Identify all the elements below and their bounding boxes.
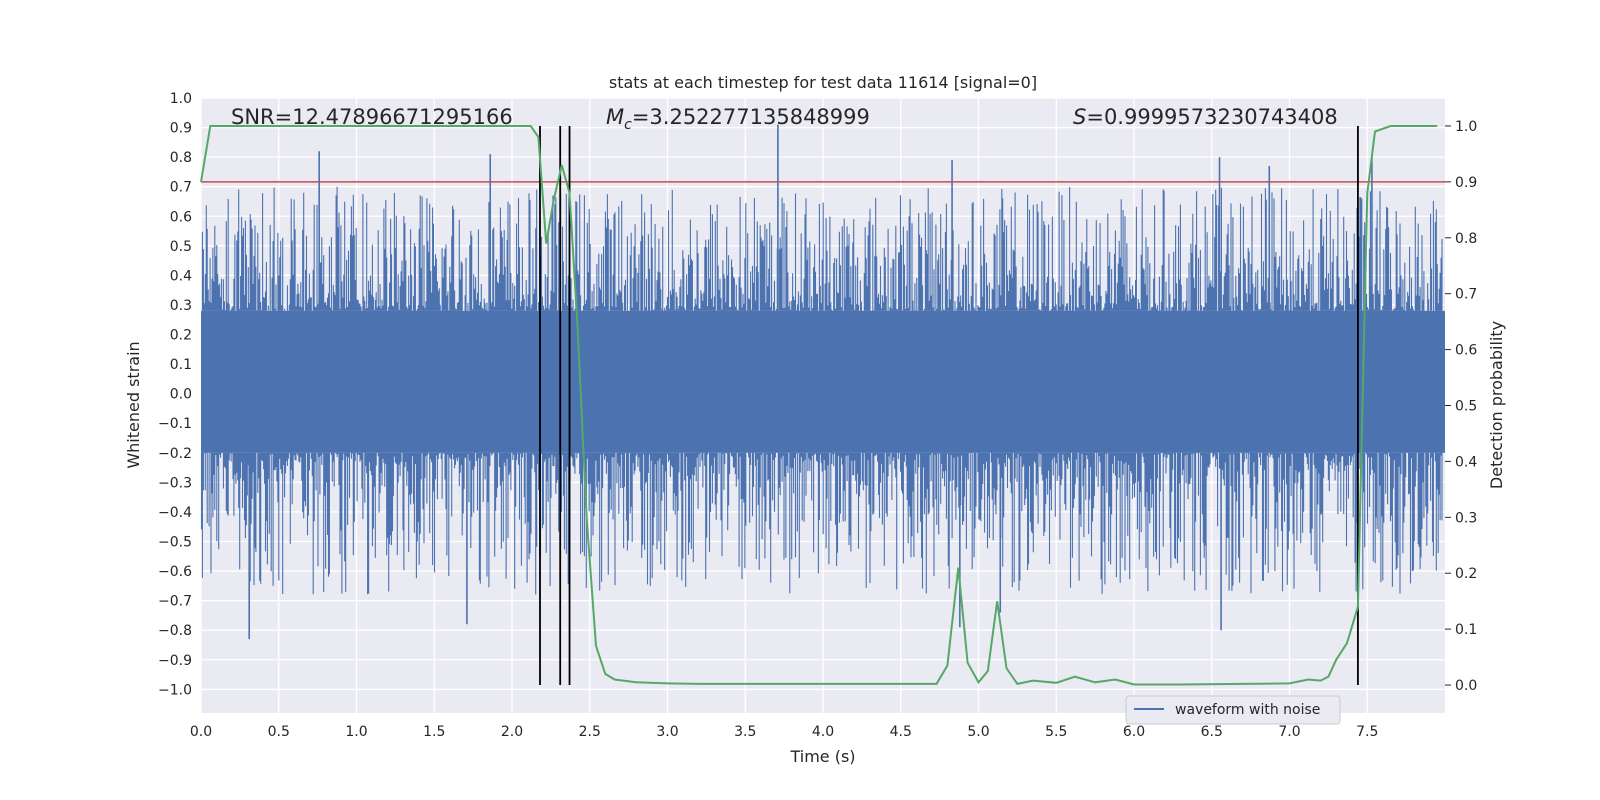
y-tick-label: −0.3 xyxy=(158,475,192,491)
legend-box xyxy=(1125,695,1341,725)
y-tick-label: 0.5 xyxy=(170,239,192,255)
x-axis-label: Time (s) xyxy=(789,747,855,766)
y-tick-label: 0.9 xyxy=(170,121,192,137)
y2-tick-label: 0.4 xyxy=(1455,454,1477,470)
y-tick-label: 0.7 xyxy=(170,180,192,196)
y2-axis-label: Detection probability xyxy=(1487,321,1506,489)
x-tick-label: 6.5 xyxy=(1201,724,1223,740)
x-tick-label: 6.0 xyxy=(1123,724,1145,740)
chirp-mass-symbol: M xyxy=(606,105,624,129)
y-tick-label: 1.0 xyxy=(170,91,192,107)
waveform-series xyxy=(200,124,1445,640)
y-axis-label: Whitened strain xyxy=(124,341,143,468)
x-tick-label: 2.0 xyxy=(501,724,523,740)
y2-tick-labels: 1.0 0.9 0.8 0.7 0.6 0.5 0.4 0.3 0.2 0.1 0.0 xyxy=(1445,119,1477,694)
x-tick-label: 5.0 xyxy=(967,724,989,740)
y2-tick-label: 0.0 xyxy=(1455,678,1477,694)
y2-tick-label: 0.8 xyxy=(1455,231,1477,247)
y-tick-label: −0.8 xyxy=(158,623,192,639)
y2-tick-label: 0.1 xyxy=(1455,622,1477,638)
y-tick-label: −0.6 xyxy=(158,564,192,580)
y-tick-label: −0.9 xyxy=(158,653,192,669)
s-symbol: S xyxy=(1073,105,1086,129)
y-tick-label: 0.2 xyxy=(170,328,192,344)
probability-series xyxy=(200,125,1438,686)
x-tick-label: 0.5 xyxy=(268,724,290,740)
y-tick-label: −0.2 xyxy=(158,446,192,462)
s-value: =0.9999573230743408 xyxy=(1086,105,1337,129)
x-tick-label: 7.0 xyxy=(1278,724,1300,740)
x-tick-label: 3.0 xyxy=(656,724,678,740)
x-tick-label: 5.5 xyxy=(1045,724,1067,740)
chirp-mass-value: =3.252277135848999 xyxy=(632,105,870,129)
y2-tick-label: 0.3 xyxy=(1455,510,1477,526)
y-tick-label: 0.1 xyxy=(170,357,192,373)
y-tick-label: −0.1 xyxy=(158,416,192,432)
y-tick-label: 0.3 xyxy=(170,298,192,314)
y-tick-label: 0.8 xyxy=(170,150,192,166)
x-tick-label: 1.0 xyxy=(345,724,367,740)
x-tick-label: 1.5 xyxy=(423,724,445,740)
x-tick-label: 4.0 xyxy=(812,724,834,740)
y-tick-label: −0.7 xyxy=(158,594,192,610)
y-tick-label: 0.0 xyxy=(170,387,192,403)
snr-annotation: SNR=12.47896671295166 xyxy=(231,105,513,129)
y-tick-label: 0.6 xyxy=(170,209,192,225)
y-tick-label: −0.5 xyxy=(158,535,192,551)
y-tick-label: −1.0 xyxy=(158,682,192,698)
x-tick-label: 2.5 xyxy=(579,724,601,740)
y2-tick-label: 1.0 xyxy=(1455,119,1477,135)
s-annotation: S=0.9999573230743408 xyxy=(1073,105,1338,129)
x-tick-label: 0.0 xyxy=(190,724,212,740)
legend-label: waveform with noise xyxy=(1175,702,1320,718)
legend: waveform with noise xyxy=(1125,695,1341,725)
chirp-mass-subscript: c xyxy=(624,117,632,133)
y-tick-labels: 1.0 0.9 0.8 0.7 0.6 0.5 0.4 0.3 0.2 0.1 0.0 −0.1 −0.… xyxy=(158,91,192,698)
y2-tick-label: 0.6 xyxy=(1455,343,1477,359)
x-tick-labels: 0.0 0.5 1.0 1.5 2.0 2.5 3.0 3.5 4.0 4.5 5.0 5.5 6.0 6… xyxy=(190,724,1379,740)
waveform-band xyxy=(201,310,1445,453)
x-tick-label: 7.5 xyxy=(1356,724,1378,740)
chart-title: stats at each timestep for test data 116… xyxy=(609,73,1037,92)
x-tick-label: 3.5 xyxy=(734,724,756,740)
y2-tick-label: 0.2 xyxy=(1455,566,1477,582)
y2-tick-label: 0.5 xyxy=(1455,399,1477,415)
y2-tick-label: 0.7 xyxy=(1455,287,1477,303)
chirp-mass-annotation: Mc=3.252277135848999 xyxy=(606,105,870,133)
probability-line xyxy=(200,125,1438,686)
x-tick-label: 4.5 xyxy=(890,724,912,740)
y2-tick-label: 0.9 xyxy=(1455,175,1477,191)
y-tick-label: 0.4 xyxy=(170,268,192,284)
y-tick-label: −0.4 xyxy=(158,505,192,521)
